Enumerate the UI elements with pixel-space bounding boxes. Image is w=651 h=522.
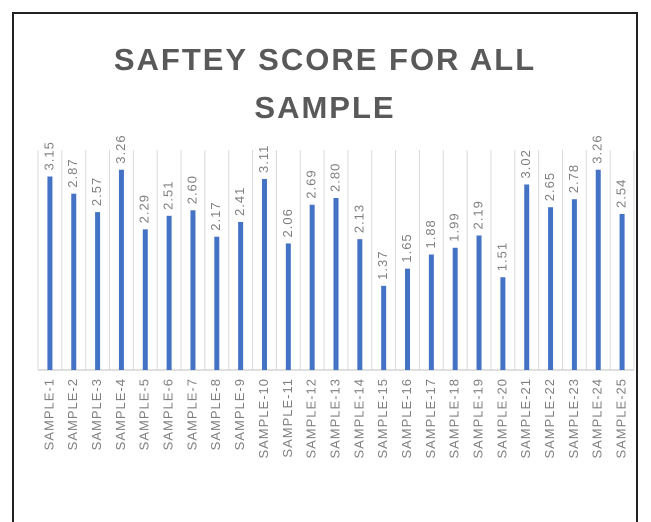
- value-label: 2.19: [470, 200, 485, 229]
- x-tick-label: SAMPLE-13: [327, 378, 342, 459]
- chart-title: SAFTEY SCORE FOR ALL SAMPLE: [113, 42, 537, 125]
- x-tick-label: SAMPLE-18: [447, 378, 462, 459]
- bar: [381, 285, 387, 370]
- bar: [333, 198, 339, 370]
- x-tick-label: SAMPLE-14: [351, 378, 366, 459]
- x-tick-label: SAMPLE-15: [375, 378, 390, 459]
- x-tick-label: SAMPLE-24: [590, 378, 605, 459]
- value-label: 2.13: [351, 204, 366, 233]
- value-label: 1.65: [399, 233, 414, 262]
- bar: [261, 178, 267, 370]
- value-label: 2.78: [566, 164, 581, 193]
- x-tick-label: SAMPLE-4: [113, 378, 128, 450]
- x-tick-label: SAMPLE-9: [232, 378, 247, 450]
- value-label: 2.69: [304, 169, 319, 198]
- x-tick-label: SAMPLE-6: [161, 378, 176, 450]
- x-tick-label: SAMPLE-17: [423, 378, 438, 459]
- value-label: 2.87: [65, 158, 80, 187]
- value-label: 3.15: [41, 141, 56, 170]
- value-label: 2.60: [184, 175, 199, 204]
- x-tick-label: SAMPLE-7: [184, 378, 199, 450]
- bar: [190, 210, 196, 370]
- x-tick-label: SAMPLE-23: [566, 378, 581, 459]
- x-tick-label: SAMPLE-11: [280, 378, 295, 458]
- bar: [309, 204, 315, 370]
- value-label: 2.41: [232, 187, 247, 216]
- bar: [524, 184, 530, 370]
- value-label: 3.11: [256, 145, 271, 173]
- value-label: 2.65: [542, 172, 557, 201]
- bar: [595, 169, 601, 370]
- x-tick-label: SAMPLE-8: [208, 378, 223, 450]
- x-tick-label: SAMPLE-20: [494, 378, 509, 459]
- value-label: 2.80: [327, 163, 342, 192]
- x-tick-label: SAMPLE-10: [256, 378, 271, 459]
- value-label: 3.02: [518, 149, 533, 178]
- x-tick-label: SAMPLE-25: [614, 378, 629, 459]
- value-label: 2.57: [89, 177, 104, 206]
- chart-frame: [12, 12, 638, 522]
- x-tick-label: SAMPLE-3: [89, 378, 104, 450]
- bar: [47, 176, 53, 370]
- value-label: 1.99: [447, 212, 462, 241]
- bar: [548, 207, 554, 370]
- bar: [238, 221, 244, 370]
- value-label: 2.29: [137, 194, 152, 223]
- x-tick-label: SAMPLE-5: [137, 378, 152, 450]
- value-label: 2.54: [614, 179, 629, 208]
- value-label: 1.37: [375, 251, 390, 280]
- bar: [95, 212, 101, 370]
- value-label: 2.17: [208, 201, 223, 230]
- value-label: 1.88: [423, 219, 438, 248]
- bar: [166, 215, 172, 370]
- bar: [452, 247, 458, 370]
- value-label: 2.06: [280, 208, 295, 237]
- bar: [71, 193, 77, 370]
- x-tick-label: SAMPLE-21: [518, 378, 533, 459]
- x-tick-label: SAMPLE-1: [41, 378, 56, 450]
- bar: [619, 213, 625, 370]
- x-tick-label: SAMPLE-19: [470, 378, 485, 459]
- bar: [357, 239, 363, 370]
- bar: [405, 268, 411, 370]
- value-label: 3.26: [113, 134, 128, 163]
- x-tick-label: SAMPLE-22: [542, 378, 557, 459]
- bar: [285, 243, 291, 370]
- value-label: 2.51: [161, 181, 176, 210]
- bar: [142, 229, 148, 370]
- x-tick-label: SAMPLE-16: [399, 378, 414, 459]
- x-tick-label: SAMPLE-2: [65, 378, 80, 450]
- x-tick-label: SAMPLE-12: [304, 378, 319, 459]
- bar: [500, 277, 506, 370]
- value-label: 3.26: [590, 134, 605, 163]
- bar: [428, 254, 434, 370]
- bar: [571, 199, 577, 370]
- bar: [214, 236, 220, 370]
- bar: [476, 235, 482, 370]
- value-label: 1.51: [494, 242, 509, 271]
- bar: [118, 169, 124, 370]
